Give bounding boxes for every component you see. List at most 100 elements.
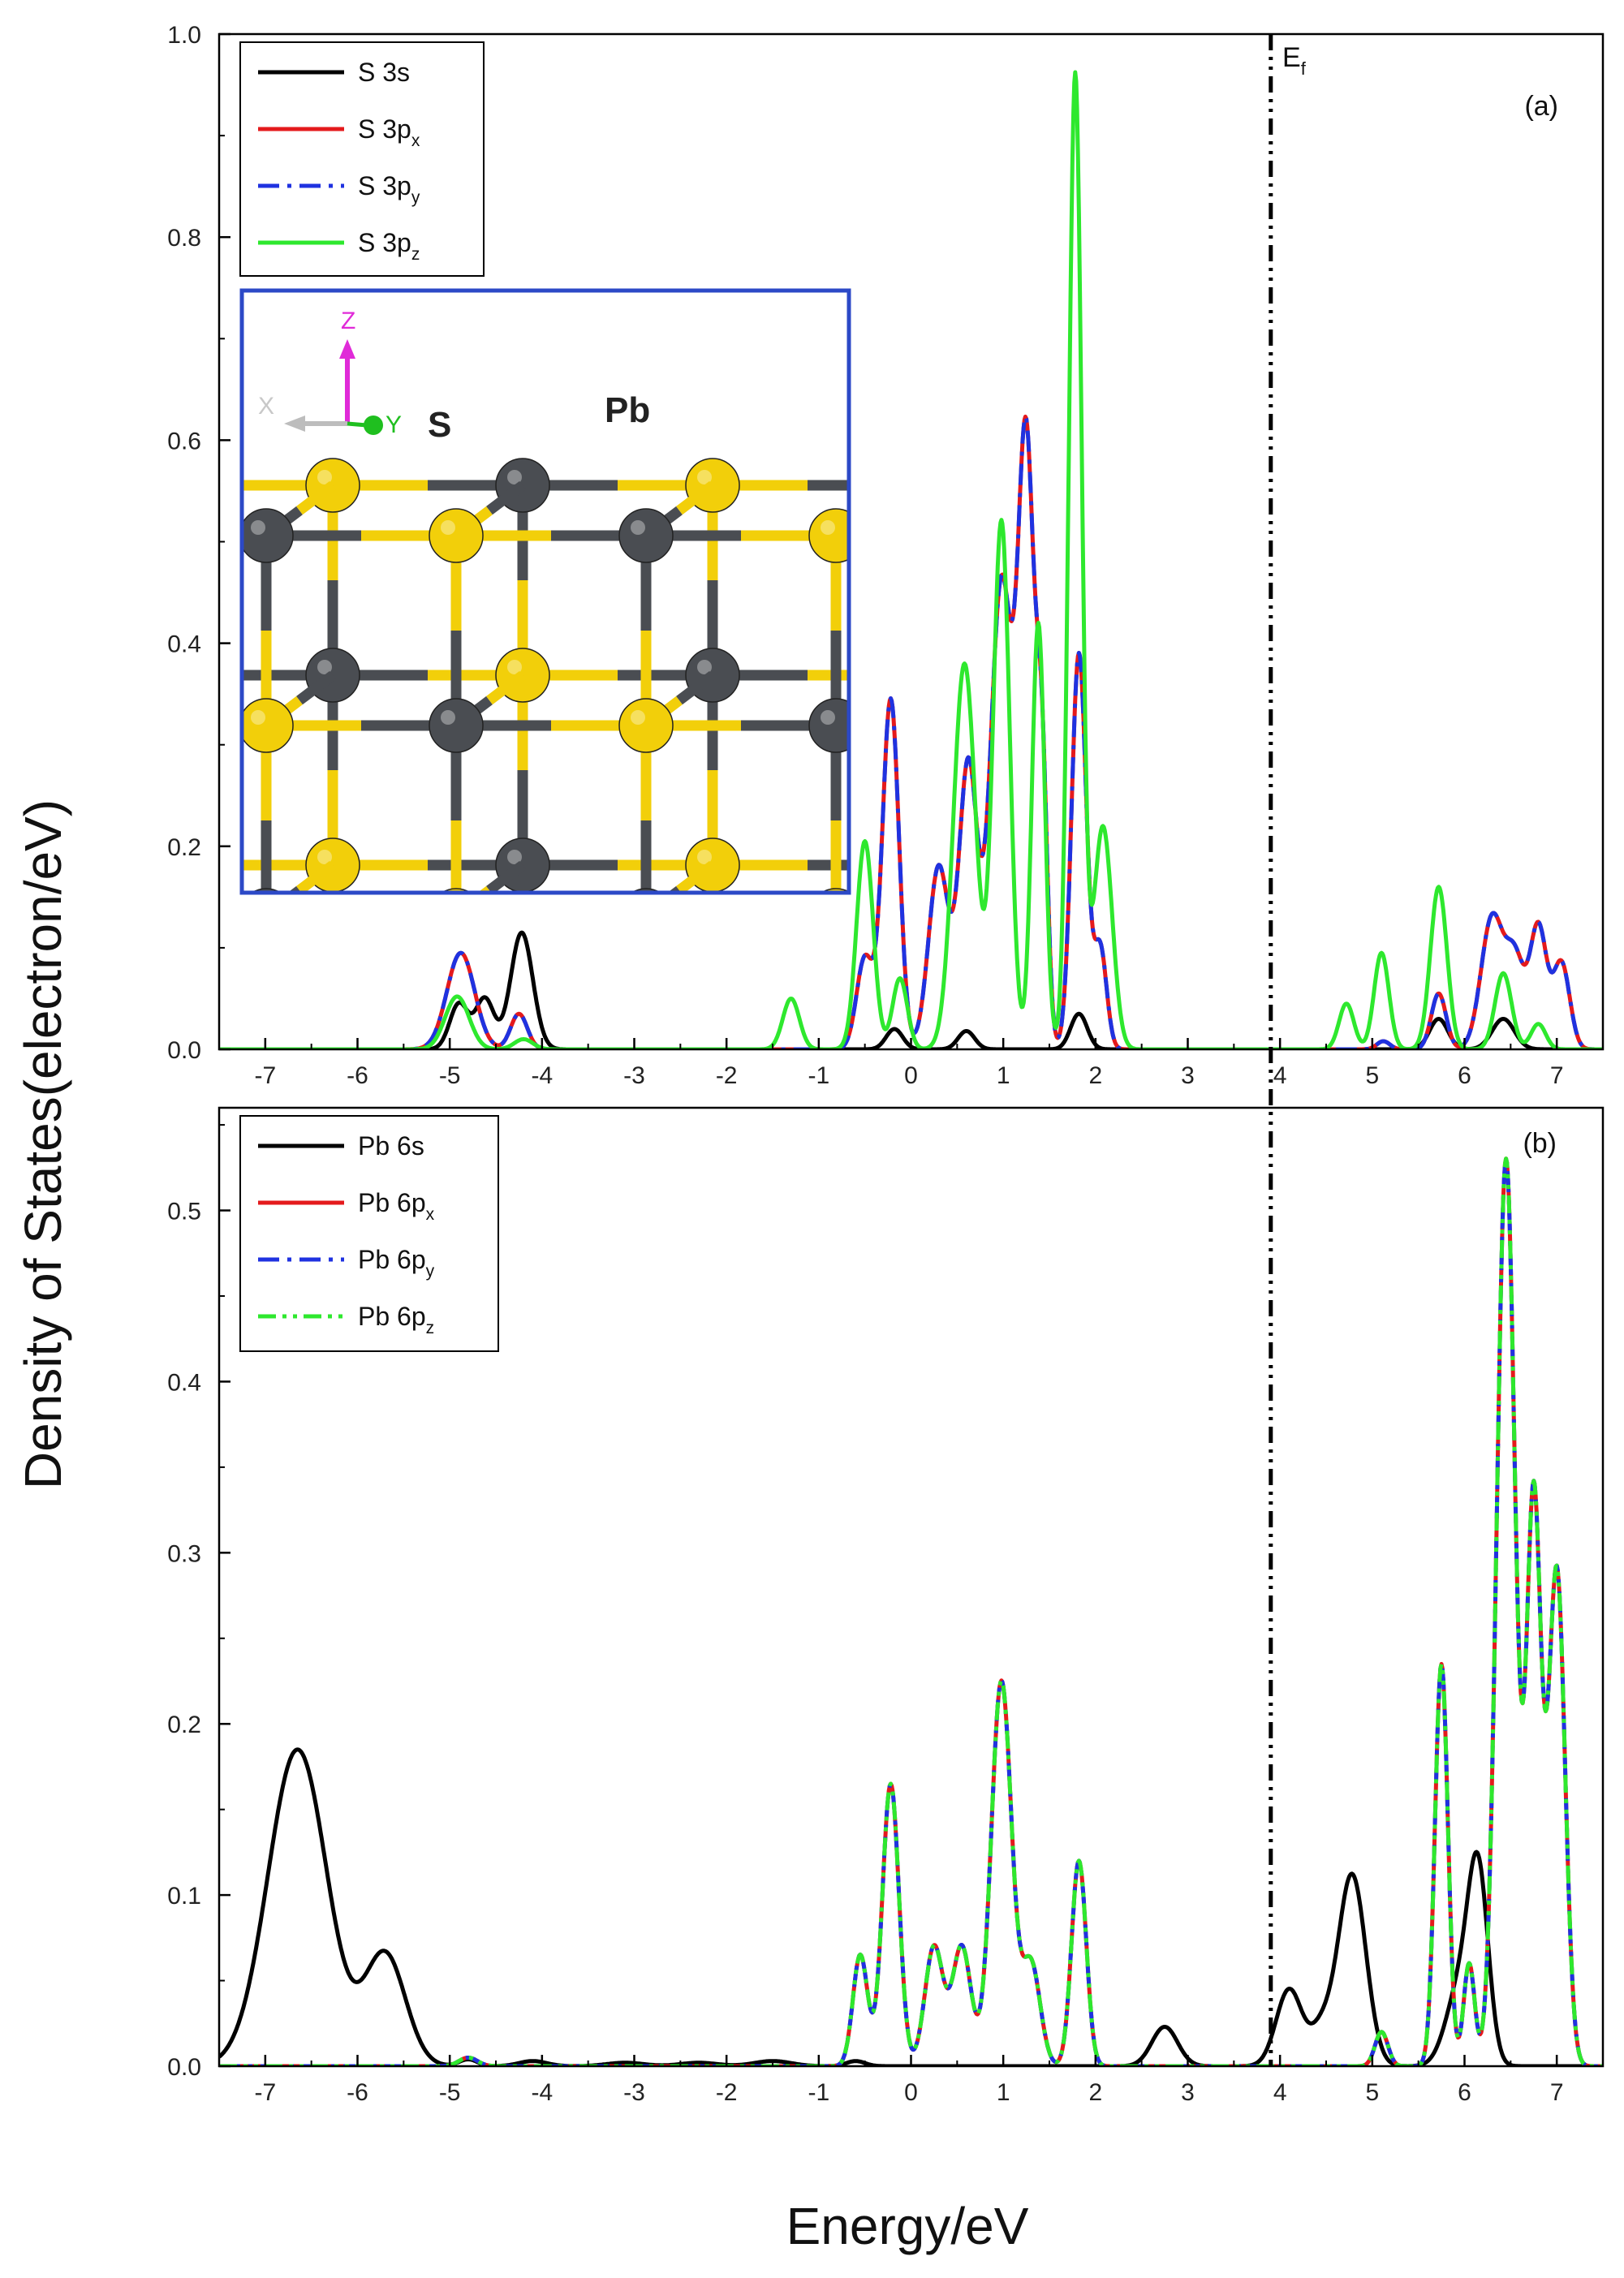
atom-highlight — [441, 710, 455, 725]
s-atom — [618, 698, 674, 753]
atom-highlight — [697, 660, 712, 674]
atom-highlight — [821, 520, 835, 535]
x-tick-label: 3 — [1181, 2079, 1195, 2106]
y-tick-label: 0.2 — [167, 1712, 201, 1738]
s-atom — [429, 508, 484, 563]
atom-highlight — [631, 520, 645, 535]
series-a-3 — [219, 70, 1603, 1049]
x-tick-label: -1 — [808, 1062, 829, 1089]
lattice-bond — [676, 860, 716, 893]
x-tick-label: 0 — [904, 2079, 918, 2106]
x-tick-label: 5 — [1365, 1062, 1379, 1089]
legend-label: S 3s — [358, 58, 410, 87]
pb-atom-label: Pb — [605, 390, 650, 430]
pb-atom — [242, 508, 294, 563]
legend-box — [239, 41, 485, 277]
atom-highlight — [821, 710, 835, 725]
x-tick-label: 2 — [1088, 1062, 1102, 1089]
y-tick-label: 0.5 — [167, 1199, 201, 1225]
y-tick-label: 0.8 — [167, 225, 201, 252]
atom-highlight — [317, 470, 332, 484]
x-tick-label: -7 — [254, 1062, 276, 1089]
panel-b-chart: -7 -6 -5 -4 -3 -2 -1 0 1 2 3 4 5 6 7 0.0 0.1 0.2 0.3 0.4 0.5… — [167, 1106, 1605, 2106]
legend: S 3s S 3px S 3py S 3pz — [239, 41, 485, 277]
x-tick-label: 4 — [1273, 1062, 1287, 1089]
legend: Pb 6s Pb 6px Pb 6py Pb 6pz — [239, 1115, 499, 1352]
atom-highlight — [697, 470, 712, 484]
atom-highlight — [251, 710, 265, 725]
legend-box — [239, 1115, 499, 1352]
x-tick-label: 1 — [997, 2079, 1010, 2106]
y-tick-label: 0.2 — [167, 834, 201, 861]
x-tick-label: -7 — [254, 2079, 276, 2106]
x-tick-label: -3 — [623, 2079, 645, 2106]
s-atom-label: S — [428, 405, 451, 445]
legend-label: S 3py — [358, 171, 420, 207]
x-tick-label: -5 — [439, 2079, 461, 2106]
x-axis-title: Energy/eV — [786, 2197, 1029, 2255]
x-tick-label: 1 — [997, 1062, 1010, 1089]
legend-label: Pb 6px — [358, 1188, 435, 1224]
crystal-structure-inset: Z Y X S Pb — [239, 288, 851, 895]
series-b-2 — [219, 1156, 1603, 2066]
y-tick-label: 0.0 — [167, 1037, 201, 1064]
legend-label: Pb 6s — [358, 1131, 424, 1161]
x-tick-label: 7 — [1550, 1062, 1564, 1089]
y-axis-title: Density of States(electron/eV) — [14, 799, 72, 1489]
y-tick-label: 0.1 — [167, 1883, 201, 1910]
y-tick-label: 0.0 — [167, 2054, 201, 2081]
legend-label: S 3pz — [358, 228, 420, 264]
lattice-bond — [296, 670, 336, 705]
x-tick-label: -4 — [531, 2079, 553, 2106]
atom-highlight — [251, 520, 265, 535]
atom-highlight — [441, 520, 455, 535]
panel-label: (b) — [1523, 1128, 1557, 1159]
lattice-bond — [486, 860, 526, 893]
x-tick-label: -2 — [716, 2079, 738, 2106]
z-arrowhead — [339, 339, 355, 359]
x-tick-label: -6 — [347, 1062, 368, 1089]
pb-atom — [429, 698, 484, 753]
x-axis-label: X — [258, 393, 274, 420]
x-tick-label: -5 — [439, 1062, 461, 1089]
atom-highlight — [317, 660, 332, 674]
axis-triad: Z Y X — [258, 308, 402, 438]
atom-highlight — [507, 850, 522, 864]
y-tick-label: 0.6 — [167, 428, 201, 454]
z-axis-label: Z — [341, 308, 355, 334]
inset-frame — [239, 288, 851, 895]
s-atom — [808, 508, 849, 563]
lattice-bond — [676, 670, 716, 705]
y-axis-label: Y — [386, 411, 402, 438]
atom-highlight — [507, 470, 522, 484]
atom-highlight — [317, 850, 332, 864]
x-tick-label: 6 — [1458, 2079, 1471, 2106]
x-tick-label: 3 — [1181, 1062, 1195, 1089]
lattice-bond — [296, 860, 336, 893]
lattice-bond — [486, 480, 526, 515]
atom-highlight — [697, 850, 712, 864]
atom-highlight — [507, 660, 522, 674]
legend-label: S 3px — [358, 114, 420, 150]
x-tick-label: 7 — [1550, 2079, 1564, 2106]
y-axis-shaft — [347, 421, 368, 428]
y-tick-label: 0.3 — [167, 1540, 201, 1567]
y-tick-label: 1.0 — [167, 22, 201, 49]
panel-a-chart: -7 -6 -5 -4 -3 -2 -1 0 1 2 3 4 5 6 7 0.0 0.2 0.4 0.6 0.8 1.0… — [167, 22, 1605, 1089]
pb-atom — [808, 698, 849, 753]
x-tick-label: 5 — [1365, 2079, 1379, 2106]
legend-label: Pb 6pz — [358, 1302, 434, 1337]
pb-atom — [618, 508, 674, 563]
x-tick-label: 6 — [1458, 1062, 1471, 1089]
x-tick-label: 4 — [1273, 2079, 1287, 2106]
legend-label: Pb 6py — [358, 1245, 435, 1281]
panel-label: (a) — [1524, 91, 1558, 122]
x-tick-label: -4 — [531, 1062, 553, 1089]
lattice-bond — [676, 480, 716, 515]
x-tick-label: 2 — [1088, 2079, 1102, 2106]
lattice-bond — [486, 670, 526, 705]
lattice-bond — [296, 480, 336, 515]
y-tick-label: 0.4 — [167, 631, 201, 658]
atom-highlight — [631, 710, 645, 725]
s-atom — [242, 698, 294, 753]
